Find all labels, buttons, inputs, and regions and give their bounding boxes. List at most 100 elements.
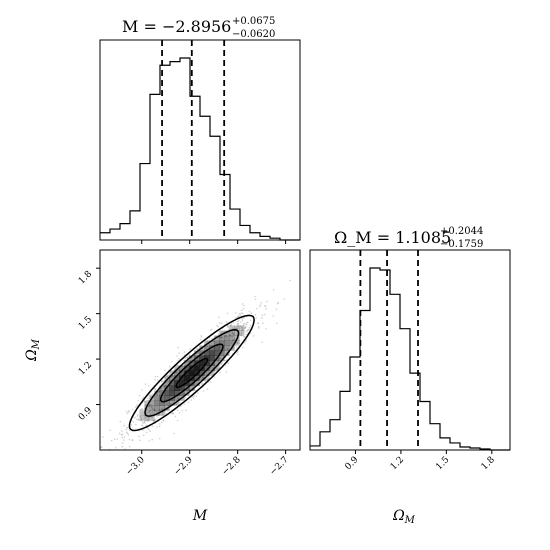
density-cell bbox=[219, 350, 225, 356]
scatter-point bbox=[241, 317, 243, 320]
density-cell bbox=[214, 350, 220, 356]
scatter-point bbox=[184, 357, 187, 360]
joint-x-tick-label-1: −2.9 bbox=[172, 455, 195, 478]
title-m-plus: +0.0675 bbox=[232, 16, 275, 27]
scatter-point bbox=[143, 421, 146, 423]
scatter-point bbox=[240, 325, 242, 327]
scatter-point bbox=[125, 431, 128, 434]
scatter-point bbox=[255, 317, 257, 319]
scatter-point bbox=[240, 309, 243, 312]
scatter-point bbox=[193, 397, 195, 400]
density-cell bbox=[229, 335, 235, 341]
scatter-point bbox=[183, 403, 186, 405]
density-cell bbox=[184, 370, 190, 376]
scatter-point bbox=[127, 427, 129, 429]
scatter-point bbox=[241, 303, 244, 305]
density-cell bbox=[234, 330, 240, 336]
density-cell bbox=[169, 385, 175, 391]
scatter-point bbox=[174, 415, 177, 418]
scatter-point bbox=[150, 393, 152, 396]
scatter-point bbox=[232, 339, 234, 341]
scatter-point bbox=[218, 337, 221, 339]
scatter-point bbox=[149, 430, 152, 433]
scatter-point bbox=[243, 304, 245, 307]
scatter-point bbox=[123, 424, 125, 427]
scatter-point bbox=[137, 418, 140, 420]
scatter-point bbox=[154, 388, 157, 391]
hist-omega-x-tick-label-0: 0.9 bbox=[343, 455, 360, 472]
scatter-point bbox=[276, 302, 279, 305]
scatter-point bbox=[146, 411, 148, 414]
density-cell bbox=[234, 340, 240, 346]
scatter-point bbox=[247, 329, 249, 331]
joint-frame bbox=[99, 249, 301, 451]
density-cell bbox=[159, 400, 165, 406]
scatter-point bbox=[121, 445, 123, 448]
density-cell bbox=[149, 400, 155, 406]
scatter-point bbox=[231, 331, 234, 334]
density-cell bbox=[204, 345, 210, 351]
density-cell bbox=[204, 365, 210, 371]
hist-omega-bar-13 bbox=[440, 438, 450, 450]
scatter-point bbox=[140, 419, 142, 422]
hist-omega-x-tick-label-1: 1.2 bbox=[389, 455, 406, 472]
scatter-point bbox=[151, 425, 154, 427]
scatter-point bbox=[131, 439, 134, 441]
density-cell bbox=[219, 335, 225, 341]
scatter-point bbox=[180, 405, 182, 408]
scatter-point bbox=[229, 324, 232, 327]
scatter-point bbox=[242, 346, 244, 349]
scatter-point bbox=[236, 322, 239, 325]
scatter-point bbox=[199, 338, 202, 341]
scatter-point bbox=[221, 331, 224, 333]
density-cell bbox=[204, 350, 210, 356]
scatter-point bbox=[176, 355, 178, 357]
scatter-point bbox=[128, 409, 130, 412]
scatter-point bbox=[238, 315, 240, 318]
scatter-point bbox=[246, 329, 249, 332]
hist-omega-x-tick-label-2: 1.5 bbox=[434, 455, 451, 472]
scatter-point bbox=[261, 341, 263, 344]
hist-m-bar-14 bbox=[240, 225, 250, 240]
density-cell bbox=[209, 370, 215, 376]
scatter-point bbox=[248, 310, 251, 313]
density-cell bbox=[154, 405, 160, 411]
scatter-point bbox=[175, 371, 178, 374]
scatter-point bbox=[181, 409, 183, 412]
scatter-point bbox=[237, 322, 240, 325]
density-cell bbox=[204, 360, 210, 366]
scatter-point bbox=[244, 335, 246, 338]
scatter-point bbox=[157, 410, 159, 413]
scatter-point bbox=[129, 445, 131, 448]
hist-omega-bar-5 bbox=[360, 310, 370, 450]
scatter-point bbox=[144, 416, 147, 419]
scatter-point bbox=[196, 348, 198, 350]
scatter-point bbox=[126, 412, 129, 415]
scatter-point bbox=[206, 345, 208, 347]
density-cell bbox=[154, 390, 160, 396]
scatter-point bbox=[164, 369, 166, 372]
scatter-point bbox=[161, 380, 163, 383]
scatter-point bbox=[257, 322, 259, 325]
scatter-point bbox=[194, 350, 197, 353]
scatter-point bbox=[150, 413, 152, 416]
scatter-point bbox=[126, 426, 128, 429]
density-cell bbox=[229, 325, 235, 331]
hist-m-bar-10 bbox=[200, 116, 210, 240]
histogram-m-frame bbox=[99, 39, 301, 241]
scatter-point bbox=[147, 411, 150, 413]
scatter-point bbox=[224, 359, 227, 362]
scatter-point bbox=[187, 401, 190, 404]
scatter-point bbox=[283, 298, 286, 300]
scatter-point bbox=[257, 322, 260, 325]
scatter-point bbox=[154, 418, 156, 421]
contour-level-0 bbox=[175, 357, 209, 389]
scatter-point bbox=[131, 408, 134, 411]
scatter-point bbox=[183, 359, 186, 362]
scatter-point bbox=[153, 419, 155, 422]
density-cell bbox=[189, 385, 195, 391]
scatter-point bbox=[154, 419, 156, 422]
scatter-point bbox=[187, 360, 190, 363]
scatter-point bbox=[195, 395, 198, 397]
